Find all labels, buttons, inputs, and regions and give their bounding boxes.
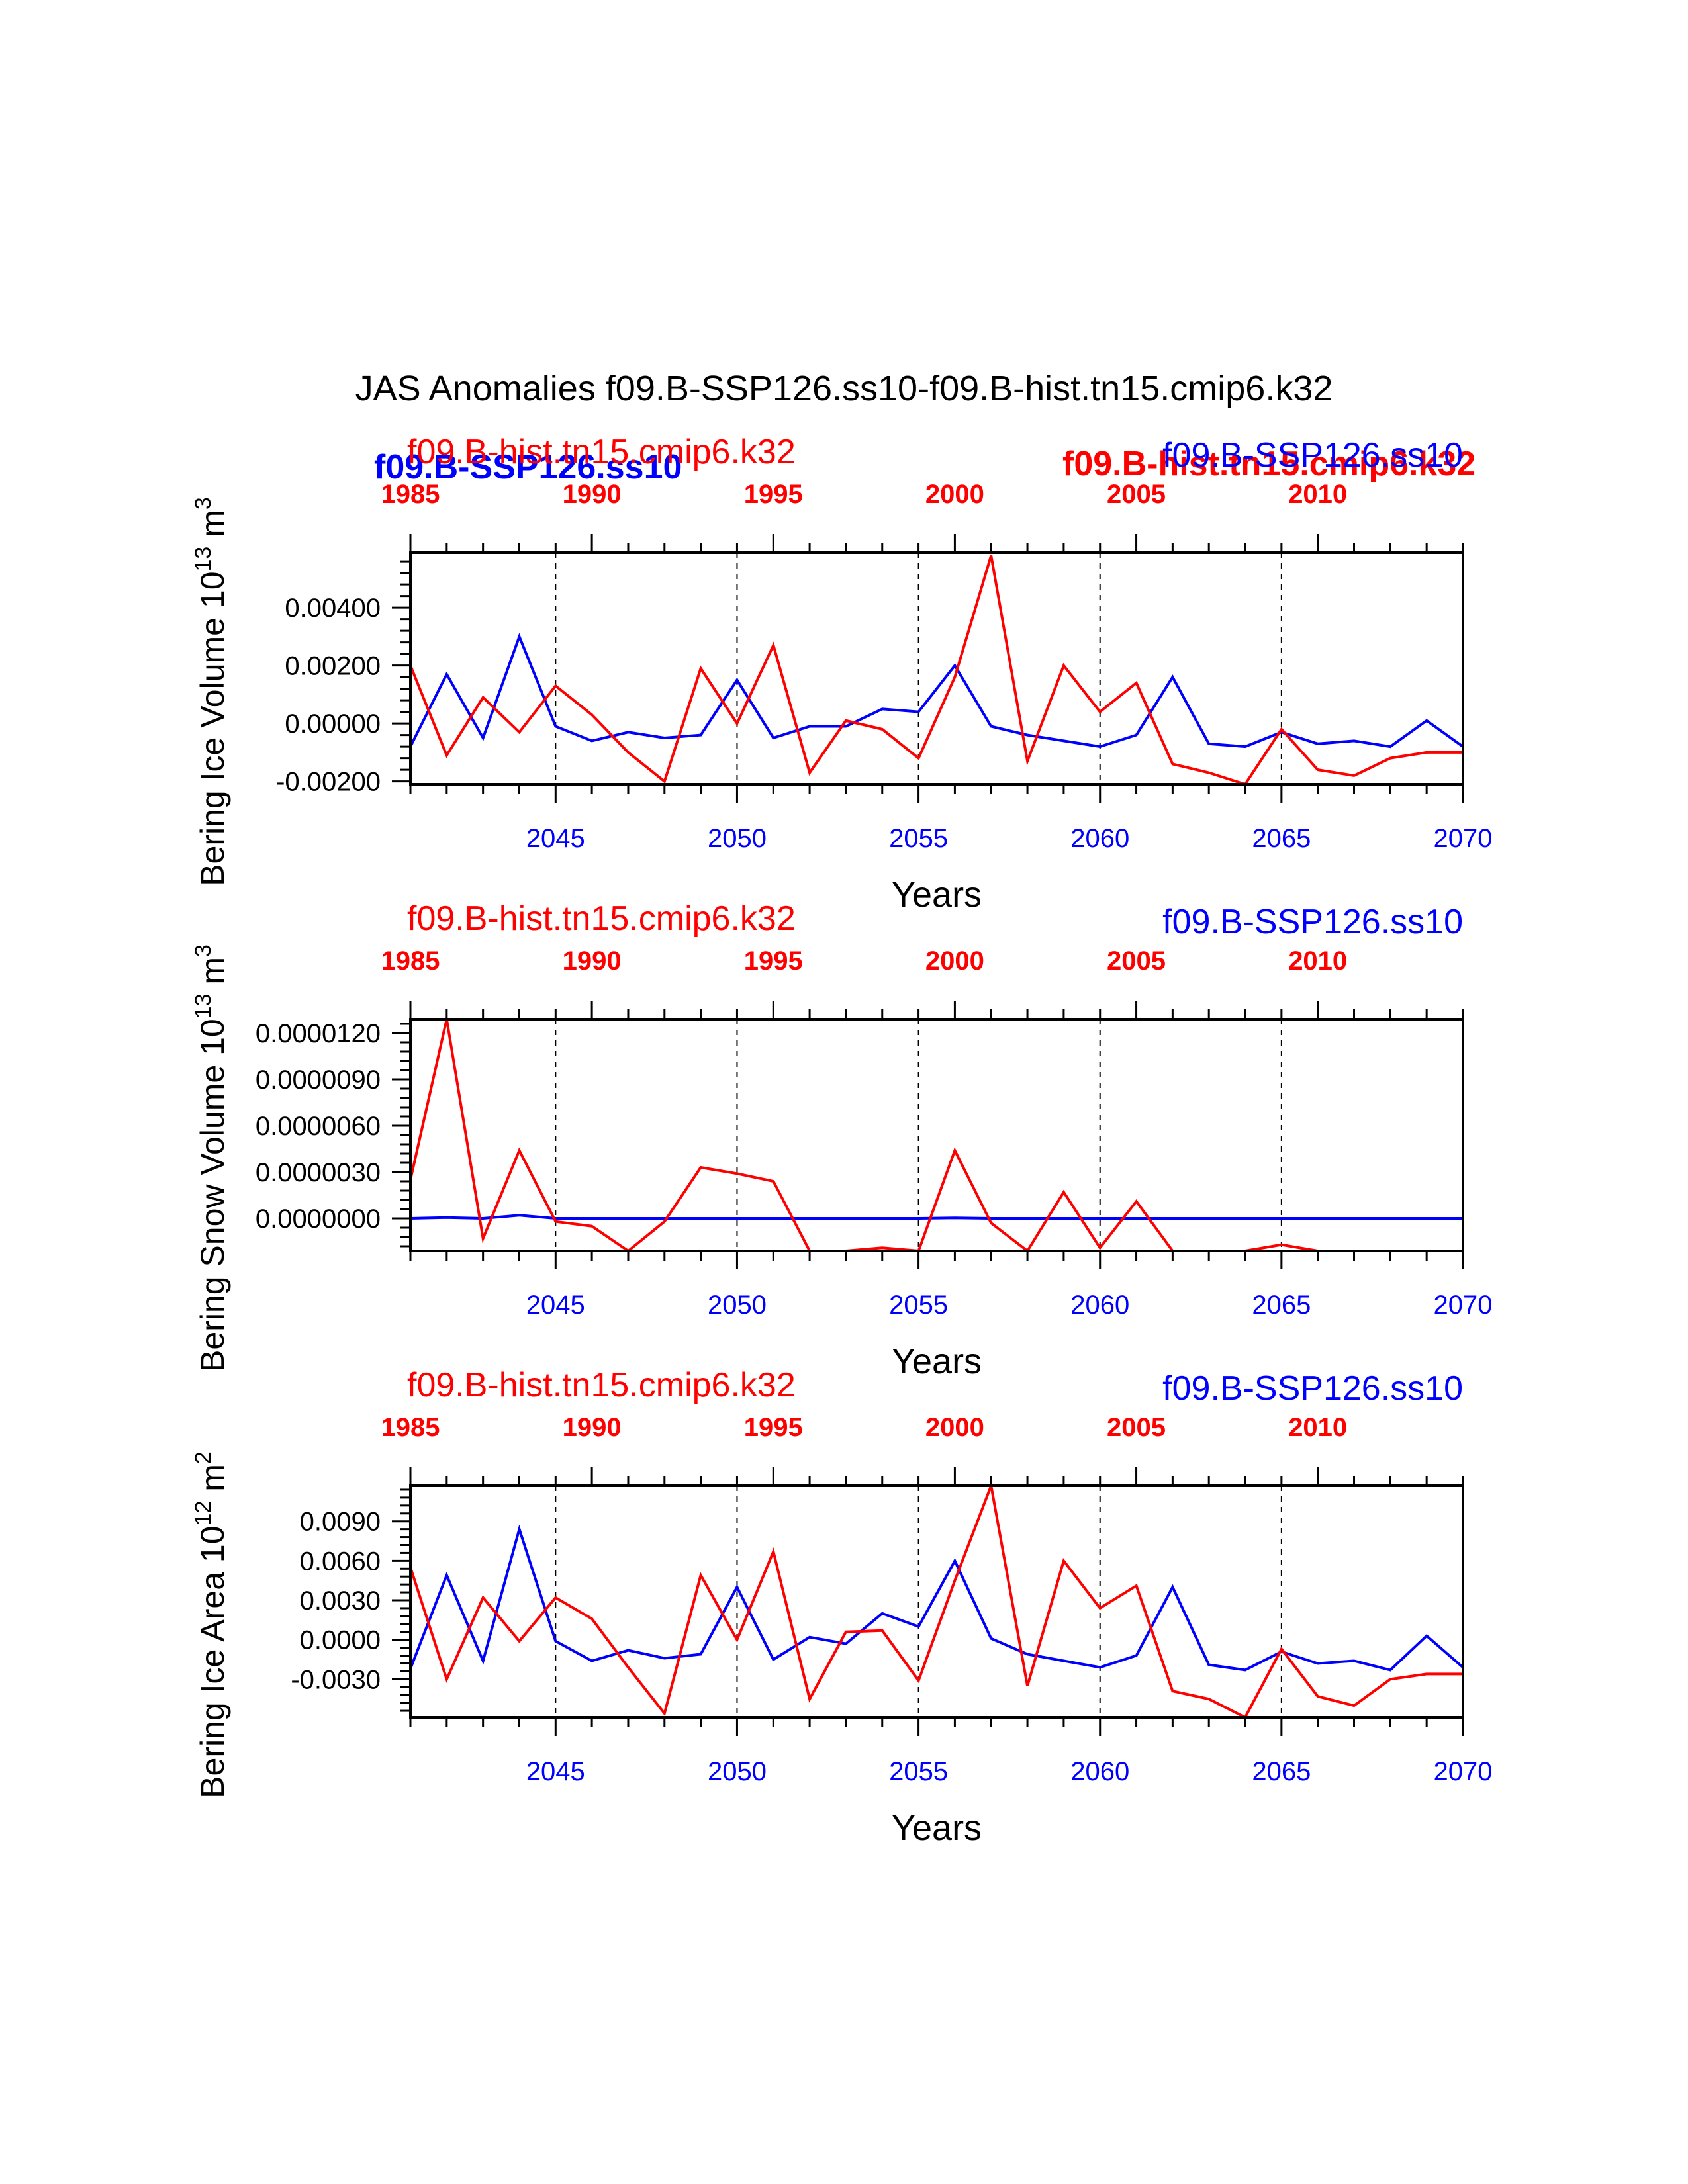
y-tick-label: 0.0000000: [256, 1205, 381, 1234]
x-tick-label: 2045: [526, 824, 585, 853]
top-tick-label: 1995: [744, 1413, 803, 1442]
x-tick-label: 2050: [708, 1291, 767, 1320]
y-axis-title-unit-exponent: 2: [191, 1451, 216, 1464]
top-tick-label: 1990: [563, 946, 622, 976]
top-tick-label: 1990: [563, 1413, 622, 1442]
x-tick-label: 2060: [1070, 1291, 1129, 1320]
x-tick-label: 2055: [889, 1291, 948, 1320]
x-tick-label: 2060: [1070, 824, 1129, 853]
figure-title: JAS Anomalies f09.B-SSP126.ss10-f09.B-hi…: [355, 369, 1333, 408]
x-tick-label: 2055: [889, 1757, 948, 1786]
series-label-hist: f09.B-hist.tn15.cmip6.k32: [407, 899, 796, 938]
y-axis-title-exponent: 13: [191, 547, 216, 572]
overlay-label-right: f09.B-hist.tn15.cmip6.k32: [1062, 445, 1476, 483]
series-label-ssp: f09.B-SSP126.ss10: [1162, 436, 1463, 475]
series-label-ssp: f09.B-SSP126.ss10: [1162, 903, 1463, 941]
y-tick-label: 0.0000: [300, 1626, 381, 1655]
series-line-ssp: [410, 1524, 1463, 1672]
y-axis-title-prefix: Bering Ice Volume 10: [194, 572, 231, 886]
y-axis-title-unit-exponent: 3: [191, 497, 216, 510]
x-tick-label: 2050: [708, 1757, 767, 1786]
x-tick-label: 2065: [1252, 824, 1311, 853]
x-tick-label: 2065: [1252, 1757, 1311, 1786]
x-tick-label: 2070: [1434, 1757, 1493, 1786]
top-tick-label: 2000: [925, 480, 984, 509]
top-tick-label: 1985: [381, 480, 440, 509]
x-tick-label: 2070: [1434, 1291, 1493, 1320]
y-axis-title-unit: m: [194, 510, 231, 547]
x-tick-label: 2070: [1434, 824, 1493, 853]
top-tick-label: 1985: [381, 946, 440, 976]
y-axis-title-unit: m: [194, 1464, 231, 1501]
x-tick-label: 2050: [708, 824, 767, 853]
y-tick-label: 0.0090: [300, 1508, 381, 1537]
y-tick-label: 0.0000060: [256, 1112, 381, 1141]
series-line-hist: [410, 1019, 1463, 1251]
x-axis-title: Years: [892, 875, 982, 915]
top-tick-label: 2005: [1107, 946, 1166, 976]
panel-snow-volume: 2045 2050 2055 2060 2065 2070 1985 1990 1995 2000…: [191, 899, 1492, 1381]
top-tick-label: 2010: [1288, 1413, 1347, 1442]
y-tick-label: 0.0000120: [256, 1019, 381, 1048]
top-tick-label: 2005: [1107, 480, 1166, 509]
series-label-ssp: f09.B-SSP126.ss10: [1162, 1369, 1463, 1408]
y-tick-label: 0.00200: [285, 652, 381, 681]
y-axis-title-exponent: 12: [191, 1501, 216, 1526]
top-tick-label: 1995: [744, 946, 803, 976]
top-tick-label: 1995: [744, 480, 803, 509]
x-axis-title: Years: [892, 1342, 982, 1381]
series-line-hist: [410, 1486, 1463, 1717]
y-tick-label: -0.00200: [276, 768, 381, 797]
y-axis-title: Bering Ice Volume 1013 m3: [191, 497, 231, 886]
y-axis-title-prefix: Bering Snow Volume 10: [194, 1019, 231, 1372]
x-tick-label: 2045: [526, 1291, 585, 1320]
y-axis-title-exponent: 13: [191, 993, 216, 1019]
y-axis-title-unit: m: [194, 957, 231, 994]
top-tick-label: 2000: [925, 1413, 984, 1442]
y-tick-label: 0.00400: [285, 594, 381, 623]
series-label-hist: f09.B-hist.tn15.cmip6.k32: [407, 433, 796, 471]
x-tick-label: 2065: [1252, 1291, 1311, 1320]
y-tick-label: 0.0030: [300, 1586, 381, 1615]
x-tick-label: 2055: [889, 824, 948, 853]
y-tick-label: -0.0030: [291, 1665, 381, 1694]
plot-frame: [409, 1484, 1464, 1719]
series-line-hist: [410, 555, 1463, 784]
series-line-ssp: [410, 1214, 1463, 1220]
top-tick-label: 2000: [925, 946, 984, 976]
y-tick-label: 0.0060: [300, 1547, 381, 1576]
top-tick-label: 1985: [381, 1413, 440, 1442]
y-axis-title-unit-exponent: 3: [191, 944, 216, 957]
y-axis-title-prefix: Bering Ice Area 10: [194, 1525, 231, 1797]
overlay-label-left: f09.B-SSP126.ss10: [374, 448, 682, 486]
y-tick-label: 0.0000030: [256, 1158, 381, 1187]
top-tick-label: 2010: [1288, 946, 1347, 976]
series-label-hist: f09.B-hist.tn15.cmip6.k32: [407, 1366, 796, 1404]
plot-frame: [409, 551, 1464, 786]
y-tick-label: 0.00000: [285, 709, 381, 739]
x-axis-title: Years: [892, 1808, 982, 1848]
x-tick-label: 2045: [526, 1757, 585, 1786]
y-tick-label: 0.0000090: [256, 1066, 381, 1095]
top-tick-label: 2005: [1107, 1413, 1166, 1442]
top-tick-label: 1990: [563, 480, 622, 509]
panel-ice-volume: 2045 2050 2055 2060 2065 2070 1985 1990 1995 2000…: [191, 433, 1492, 915]
x-tick-label: 2060: [1070, 1757, 1129, 1786]
y-axis-title: Bering Ice Area 1012 m2: [191, 1451, 231, 1798]
y-axis-title: Bering Snow Volume 1013 m3: [191, 944, 231, 1372]
top-tick-label: 2010: [1288, 480, 1347, 509]
panel-ice-area: 2045 2050 2055 2060 2065 2070 1985 1990 1995 2000…: [191, 1366, 1492, 1848]
